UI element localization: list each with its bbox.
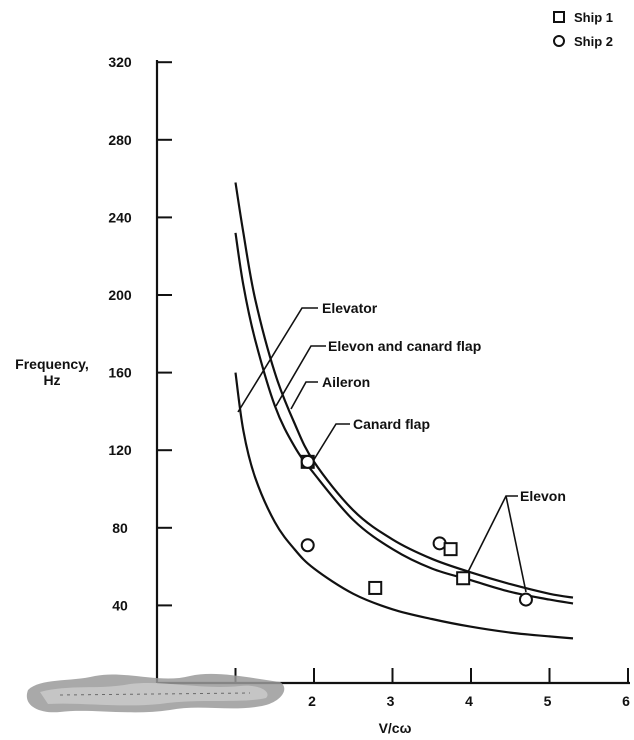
y-tick-label: 160	[108, 365, 132, 381]
y-tick-label: 240	[108, 209, 132, 225]
y-tick-label: 320	[108, 54, 132, 70]
ship1-square-marker	[368, 580, 383, 595]
legend-circle-marker	[553, 35, 565, 47]
curves	[234, 182, 574, 640]
legend: Ship 1 Ship 2	[553, 10, 613, 49]
y-axis-title-line1: Frequency, Hz	[15, 356, 89, 388]
x-tick-label: 2	[308, 693, 316, 709]
annotation-leaders	[237, 307, 527, 593]
annotation-canard-flap: Canard flap	[353, 416, 430, 432]
legend-label-ship1: Ship 1	[574, 10, 613, 25]
data-markers	[300, 454, 533, 607]
annotation-aileron: Aileron	[322, 374, 370, 390]
curve-middle	[234, 232, 574, 605]
annotation-leader	[290, 381, 318, 410]
y-tick-label: 40	[112, 597, 128, 613]
legend-label-ship2: Ship 2	[574, 34, 613, 49]
curve-lower	[234, 372, 574, 640]
x-axis-title: V/cω	[379, 720, 412, 736]
x-tick-label: 3	[387, 693, 395, 709]
ship1-square-marker	[456, 571, 471, 586]
annotation-leader	[275, 345, 326, 407]
annotations: Elevator Elevon and canard flap Aileron Can…	[322, 300, 566, 504]
x-tick-label: 5	[544, 693, 552, 709]
x-tick-label: 4	[465, 693, 473, 709]
ship2-circle-marker	[518, 592, 533, 607]
annotation-leader	[467, 495, 518, 573]
annotation-leader	[505, 495, 527, 593]
annotation-elevon-canard-flap: Elevon and canard flap	[328, 338, 481, 354]
x-tick-label: 6	[622, 693, 630, 709]
ship2-circle-marker	[300, 454, 315, 469]
ship2-circle-marker	[300, 538, 315, 553]
annotation-leader	[237, 307, 318, 413]
curve-upper	[234, 182, 574, 599]
y-tick-label: 200	[108, 287, 132, 303]
y-tick-label: 280	[108, 132, 132, 148]
y-tick-label: 80	[112, 520, 128, 536]
annotation-elevon: Elevon	[520, 488, 566, 504]
legend-square-marker	[553, 11, 565, 23]
ship1-square-marker	[443, 542, 458, 557]
annotation-elevator: Elevator	[322, 300, 378, 316]
scan-smudge	[26, 673, 285, 713]
axis-ticks: 40 80 120 160 200 240 280 320 2 3 4 5 6	[108, 54, 630, 709]
annotation-leader	[309, 423, 350, 467]
y-tick-label: 120	[108, 442, 132, 458]
